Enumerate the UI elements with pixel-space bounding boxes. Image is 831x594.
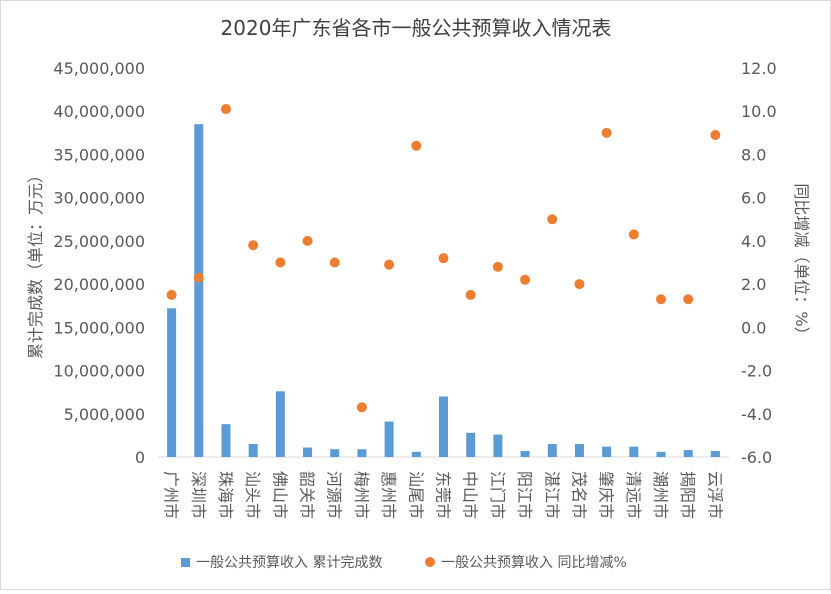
legend: 一般公共预算收入 累计完成数 一般公共预算收入 同比增减%: [181, 555, 627, 571]
y-left-tick-label: 10,000,000: [53, 362, 145, 381]
point-江门市: [492, 261, 503, 272]
bar-广州市: [167, 308, 177, 457]
y-right-tick-label: -4.0: [741, 405, 772, 424]
bar-惠州市: [384, 421, 394, 457]
bar-中山市: [466, 432, 476, 457]
y-left-tick-label: 30,000,000: [53, 189, 145, 208]
point-肇庆市: [601, 127, 612, 138]
x-tick-label: 江门市: [488, 471, 507, 519]
point-云浮市: [710, 129, 721, 140]
x-tick-label: 河源市: [325, 471, 344, 519]
y-left-tick-label: 45,000,000: [53, 59, 145, 78]
chart-title: 2020年广东省各市一般公共预算收入情况表: [221, 16, 612, 40]
bar-河源市: [330, 449, 340, 457]
bar-肇庆市: [602, 446, 612, 457]
x-tick-label: 揭阳市: [678, 471, 697, 519]
bar-阳江市: [520, 450, 530, 457]
left-y-axis: 0 5,000,000 10,000,000 15,000,000 20,000,000…: [53, 59, 145, 467]
point-潮州市: [656, 294, 667, 305]
y-right-tick-label: 12.0: [741, 59, 777, 78]
point-东莞市: [438, 253, 449, 264]
point-汕头市: [248, 240, 259, 251]
x-tick-label: 茂名市: [569, 471, 588, 519]
bar-清远市: [629, 446, 639, 457]
point-珠海市: [220, 104, 231, 115]
point-梅州市: [356, 402, 367, 413]
point-湛江市: [547, 214, 558, 225]
point-中山市: [465, 289, 476, 300]
point-阳江市: [520, 274, 531, 285]
x-tick-label: 深圳市: [189, 471, 208, 519]
x-tick-label: 清远市: [624, 471, 643, 519]
point-佛山市: [275, 257, 286, 268]
point-韶关市: [302, 235, 313, 246]
x-tick-label: 肇庆市: [597, 471, 616, 519]
point-茂名市: [574, 279, 585, 290]
bar-汕头市: [248, 444, 258, 457]
point-深圳市: [193, 272, 204, 283]
legend-bar-label: 一般公共预算收入 累计完成数: [196, 555, 382, 571]
y-left-tick-label: 15,000,000: [53, 318, 145, 337]
legend-bar-swatch: [181, 558, 190, 567]
bar-云浮市: [710, 450, 720, 457]
x-tick-label: 珠海市: [216, 471, 235, 519]
point-惠州市: [384, 259, 395, 270]
y-left-tick-label: 20,000,000: [53, 275, 145, 294]
bar-深圳市: [194, 124, 204, 457]
bar-韶关市: [303, 447, 313, 457]
x-tick-label: 梅州市: [352, 471, 371, 519]
legend-scatter-label: 一般公共预算收入 同比增减%: [441, 555, 627, 571]
x-tick-label: 东莞市: [434, 471, 453, 519]
point-河源市: [329, 257, 340, 268]
x-tick-label: 惠州市: [379, 471, 398, 519]
bar-揭阳市: [683, 450, 693, 457]
x-tick-label: 汕头市: [243, 471, 262, 519]
x-tick-label: 湛江市: [542, 471, 561, 519]
bar-江门市: [493, 434, 503, 457]
right-y-axis: -6.0 -4.0 -2.0 0.0 2.0 4.0 6.0 8.0 10.0 12.0: [741, 59, 777, 467]
x-tick-label: 云浮市: [705, 471, 724, 519]
bar-汕尾市: [411, 451, 421, 457]
x-axis-categories: 广州市 深圳市 珠海市 汕头市 佛山市 韶关市 河源市 梅州市 惠州市 汕尾市 东莞市 中山市 江门市阳…: [162, 471, 725, 519]
scatter-series: [166, 104, 721, 413]
bar-珠海市: [221, 424, 231, 457]
bar-东莞市: [439, 396, 448, 457]
y-right-tick-label: 0.0: [741, 318, 766, 337]
y-left-tick-label: 0: [135, 448, 145, 467]
y-right-tick-label: -6.0: [741, 448, 772, 467]
y-right-axis-title: 同比增减（单位：%）: [792, 183, 811, 342]
bar-茂名市: [574, 444, 584, 457]
x-tick-label: 广州市: [162, 471, 181, 519]
y-left-tick-label: 5,000,000: [64, 405, 145, 424]
y-right-tick-label: 10.0: [741, 102, 777, 121]
y-right-tick-label: 4.0: [741, 232, 766, 251]
bar-湛江市: [547, 444, 557, 457]
bar-潮州市: [656, 451, 666, 457]
x-tick-label: 韶关市: [298, 471, 317, 519]
x-tick-label: 阳江市: [515, 471, 534, 519]
point-汕尾市: [411, 140, 422, 151]
y-right-tick-label: 2.0: [741, 275, 766, 294]
x-tick-label: 中山市: [461, 471, 480, 519]
x-tick-label: 潮州市: [651, 471, 670, 519]
y-left-tick-label: 25,000,000: [53, 232, 145, 251]
y-right-tick-label: 8.0: [741, 145, 766, 164]
y-left-axis-title: 累计完成数（单位：万元）: [26, 167, 45, 359]
y-right-tick-label: 6.0: [741, 189, 766, 208]
point-清远市: [628, 229, 639, 240]
x-tick-label: 佛山市: [270, 471, 289, 519]
bar-梅州市: [357, 449, 367, 457]
bar-series: [167, 124, 720, 457]
bar-佛山市: [275, 391, 285, 457]
legend-scatter-swatch: [425, 557, 435, 567]
y-left-tick-label: 40,000,000: [53, 102, 145, 121]
x-tick-label: 汕尾市: [406, 471, 425, 519]
point-广州市: [166, 289, 177, 300]
y-left-tick-label: 35,000,000: [53, 145, 145, 164]
point-揭阳市: [683, 294, 694, 305]
y-right-tick-label: -2.0: [741, 362, 772, 381]
